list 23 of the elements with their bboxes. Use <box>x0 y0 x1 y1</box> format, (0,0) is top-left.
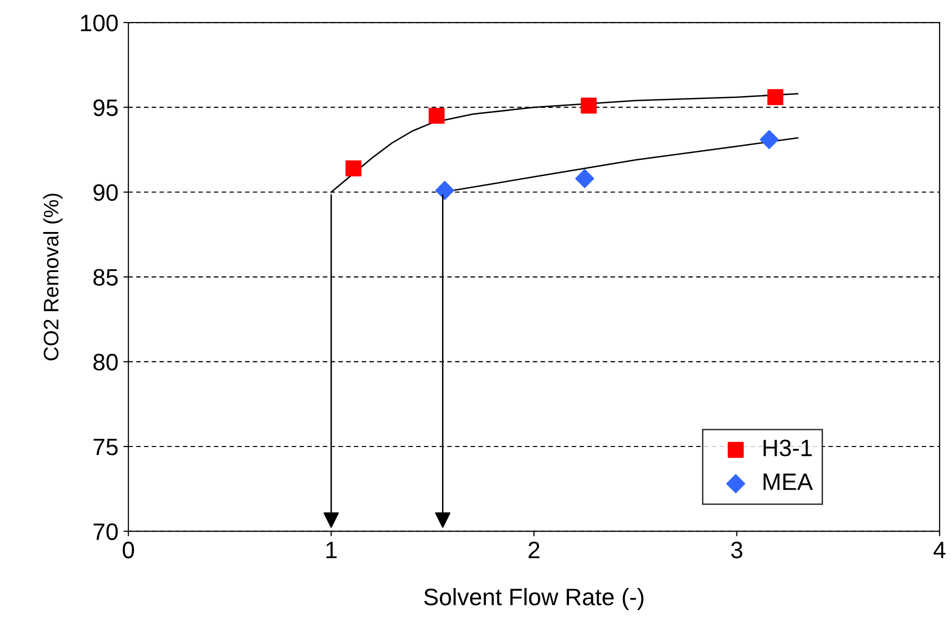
point <box>435 180 454 200</box>
point <box>580 98 597 114</box>
point <box>760 130 779 150</box>
x-tick-label: 2 <box>528 542 540 558</box>
point <box>767 89 784 106</box>
x-tick-label: 4 <box>934 542 946 558</box>
y-tick-label: 75 <box>94 438 118 456</box>
y-tick-label: 80 <box>93 354 118 370</box>
x-axis-title: Solvent Flow Rate (-) <box>424 588 644 610</box>
point <box>428 108 445 124</box>
y-tick-label: 90 <box>94 184 118 201</box>
x-tick-label: 1 <box>326 542 337 558</box>
legend-label: H3-1 <box>764 440 812 456</box>
x-tick-label: 0 <box>122 542 134 558</box>
legend-label: MEA <box>764 474 813 490</box>
point <box>346 160 362 176</box>
y-tick-label: 70 <box>94 523 118 540</box>
y-tick-label: 85 <box>93 268 118 286</box>
y-tick-label: 95 <box>94 99 118 116</box>
y-tick-label: 100 <box>81 14 118 32</box>
point <box>575 169 594 188</box>
y-axis-title: CO2 Removal (%) <box>43 194 63 360</box>
x-tick-label: 3 <box>731 542 742 558</box>
